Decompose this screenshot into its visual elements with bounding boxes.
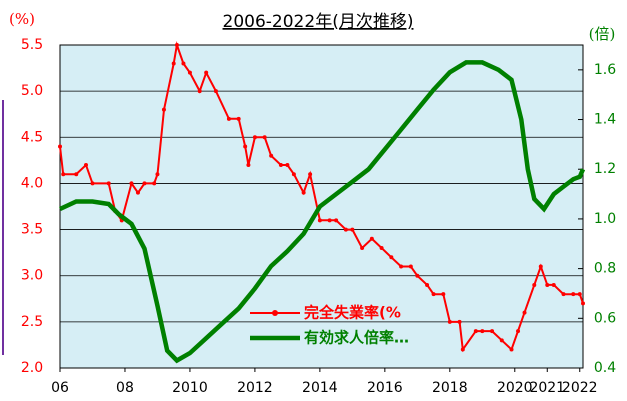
point [532, 282, 537, 287]
y-axis-label: (%) [9, 10, 35, 28]
x-tick-label: 2021 [529, 380, 565, 396]
y2-tick-label: 1.2 [594, 161, 616, 177]
point [246, 162, 251, 167]
legend-label: 完全失業率(% [304, 304, 401, 322]
x-tick-label: 2012 [237, 380, 273, 396]
point [285, 162, 290, 167]
point [499, 338, 504, 343]
point [545, 282, 550, 287]
point [571, 292, 576, 297]
x-tick-label: 2018 [432, 380, 468, 396]
y-tick-label: 3.5 [21, 222, 43, 238]
point [308, 172, 313, 177]
point [155, 172, 160, 177]
point [317, 218, 322, 223]
point [480, 329, 485, 334]
point [262, 135, 267, 140]
point [473, 329, 478, 334]
point [204, 70, 209, 75]
point [334, 218, 339, 223]
chart-title: 2006-2022年(月次推移) [223, 12, 414, 32]
point [301, 190, 306, 195]
point [291, 172, 296, 177]
point [197, 89, 202, 94]
y2-tick-label: 0.8 [594, 261, 616, 277]
point [509, 347, 514, 352]
point [360, 246, 365, 251]
y-tick-label: 3.0 [21, 268, 43, 284]
point [61, 172, 66, 177]
point [327, 218, 332, 223]
y-tick-label: 2.0 [21, 360, 43, 376]
point [343, 227, 348, 232]
point [135, 190, 140, 195]
point [236, 116, 241, 121]
point [369, 236, 374, 241]
point [161, 107, 166, 112]
x-tick-label: 2022 [562, 380, 598, 396]
point [415, 273, 420, 278]
point [460, 347, 465, 352]
point [350, 227, 355, 232]
point [142, 181, 147, 186]
point [379, 246, 384, 251]
y2-tick-label: 1.6 [594, 62, 616, 78]
point [522, 310, 527, 315]
point [577, 292, 582, 297]
legend-marker [272, 310, 278, 316]
y2-tick-label: 1.4 [594, 112, 616, 128]
point [457, 319, 462, 324]
point [581, 301, 585, 306]
y-tick-label: 4.0 [21, 175, 43, 191]
point [243, 144, 248, 149]
point [389, 255, 394, 260]
y2-tick-label: 1.0 [594, 211, 616, 227]
point [171, 61, 176, 66]
point [431, 292, 436, 297]
y-tick-label: 5.0 [21, 83, 43, 99]
x-tick-label: 2014 [302, 380, 338, 396]
point [538, 264, 543, 269]
x-tick-label: 2010 [172, 380, 208, 396]
point [58, 144, 62, 149]
y-tick-label: 2.5 [21, 314, 43, 330]
point [561, 292, 566, 297]
point [174, 43, 179, 47]
point [74, 172, 79, 177]
y-tick-label: 5.5 [21, 37, 43, 53]
x-tick-label: 06 [51, 380, 69, 396]
point [551, 282, 556, 287]
point [447, 319, 452, 324]
point [90, 181, 95, 186]
point [226, 116, 231, 121]
y-tick-label: 4.5 [21, 129, 43, 145]
y2-tick-label: 0.4 [594, 360, 616, 376]
point [441, 292, 446, 297]
y2-axis-label: (倍) [589, 25, 616, 43]
point [490, 329, 495, 334]
point [408, 264, 413, 269]
point [152, 181, 157, 186]
legend-label: 有効求人倍率… [304, 329, 409, 347]
x-tick-label: 2020 [497, 380, 533, 396]
series-line [59, 60, 586, 364]
point [181, 61, 186, 66]
point [252, 135, 257, 140]
y2-tick-label: 0.6 [594, 310, 616, 326]
point [269, 153, 274, 158]
point [83, 162, 88, 167]
point [187, 70, 192, 75]
point [106, 181, 111, 186]
point [516, 329, 521, 334]
x-tick-label: 08 [116, 380, 134, 396]
point [425, 282, 430, 287]
x-tick-label: 2016 [367, 380, 403, 396]
point [278, 162, 283, 167]
point [129, 181, 134, 186]
point [399, 264, 404, 269]
point [213, 89, 218, 94]
